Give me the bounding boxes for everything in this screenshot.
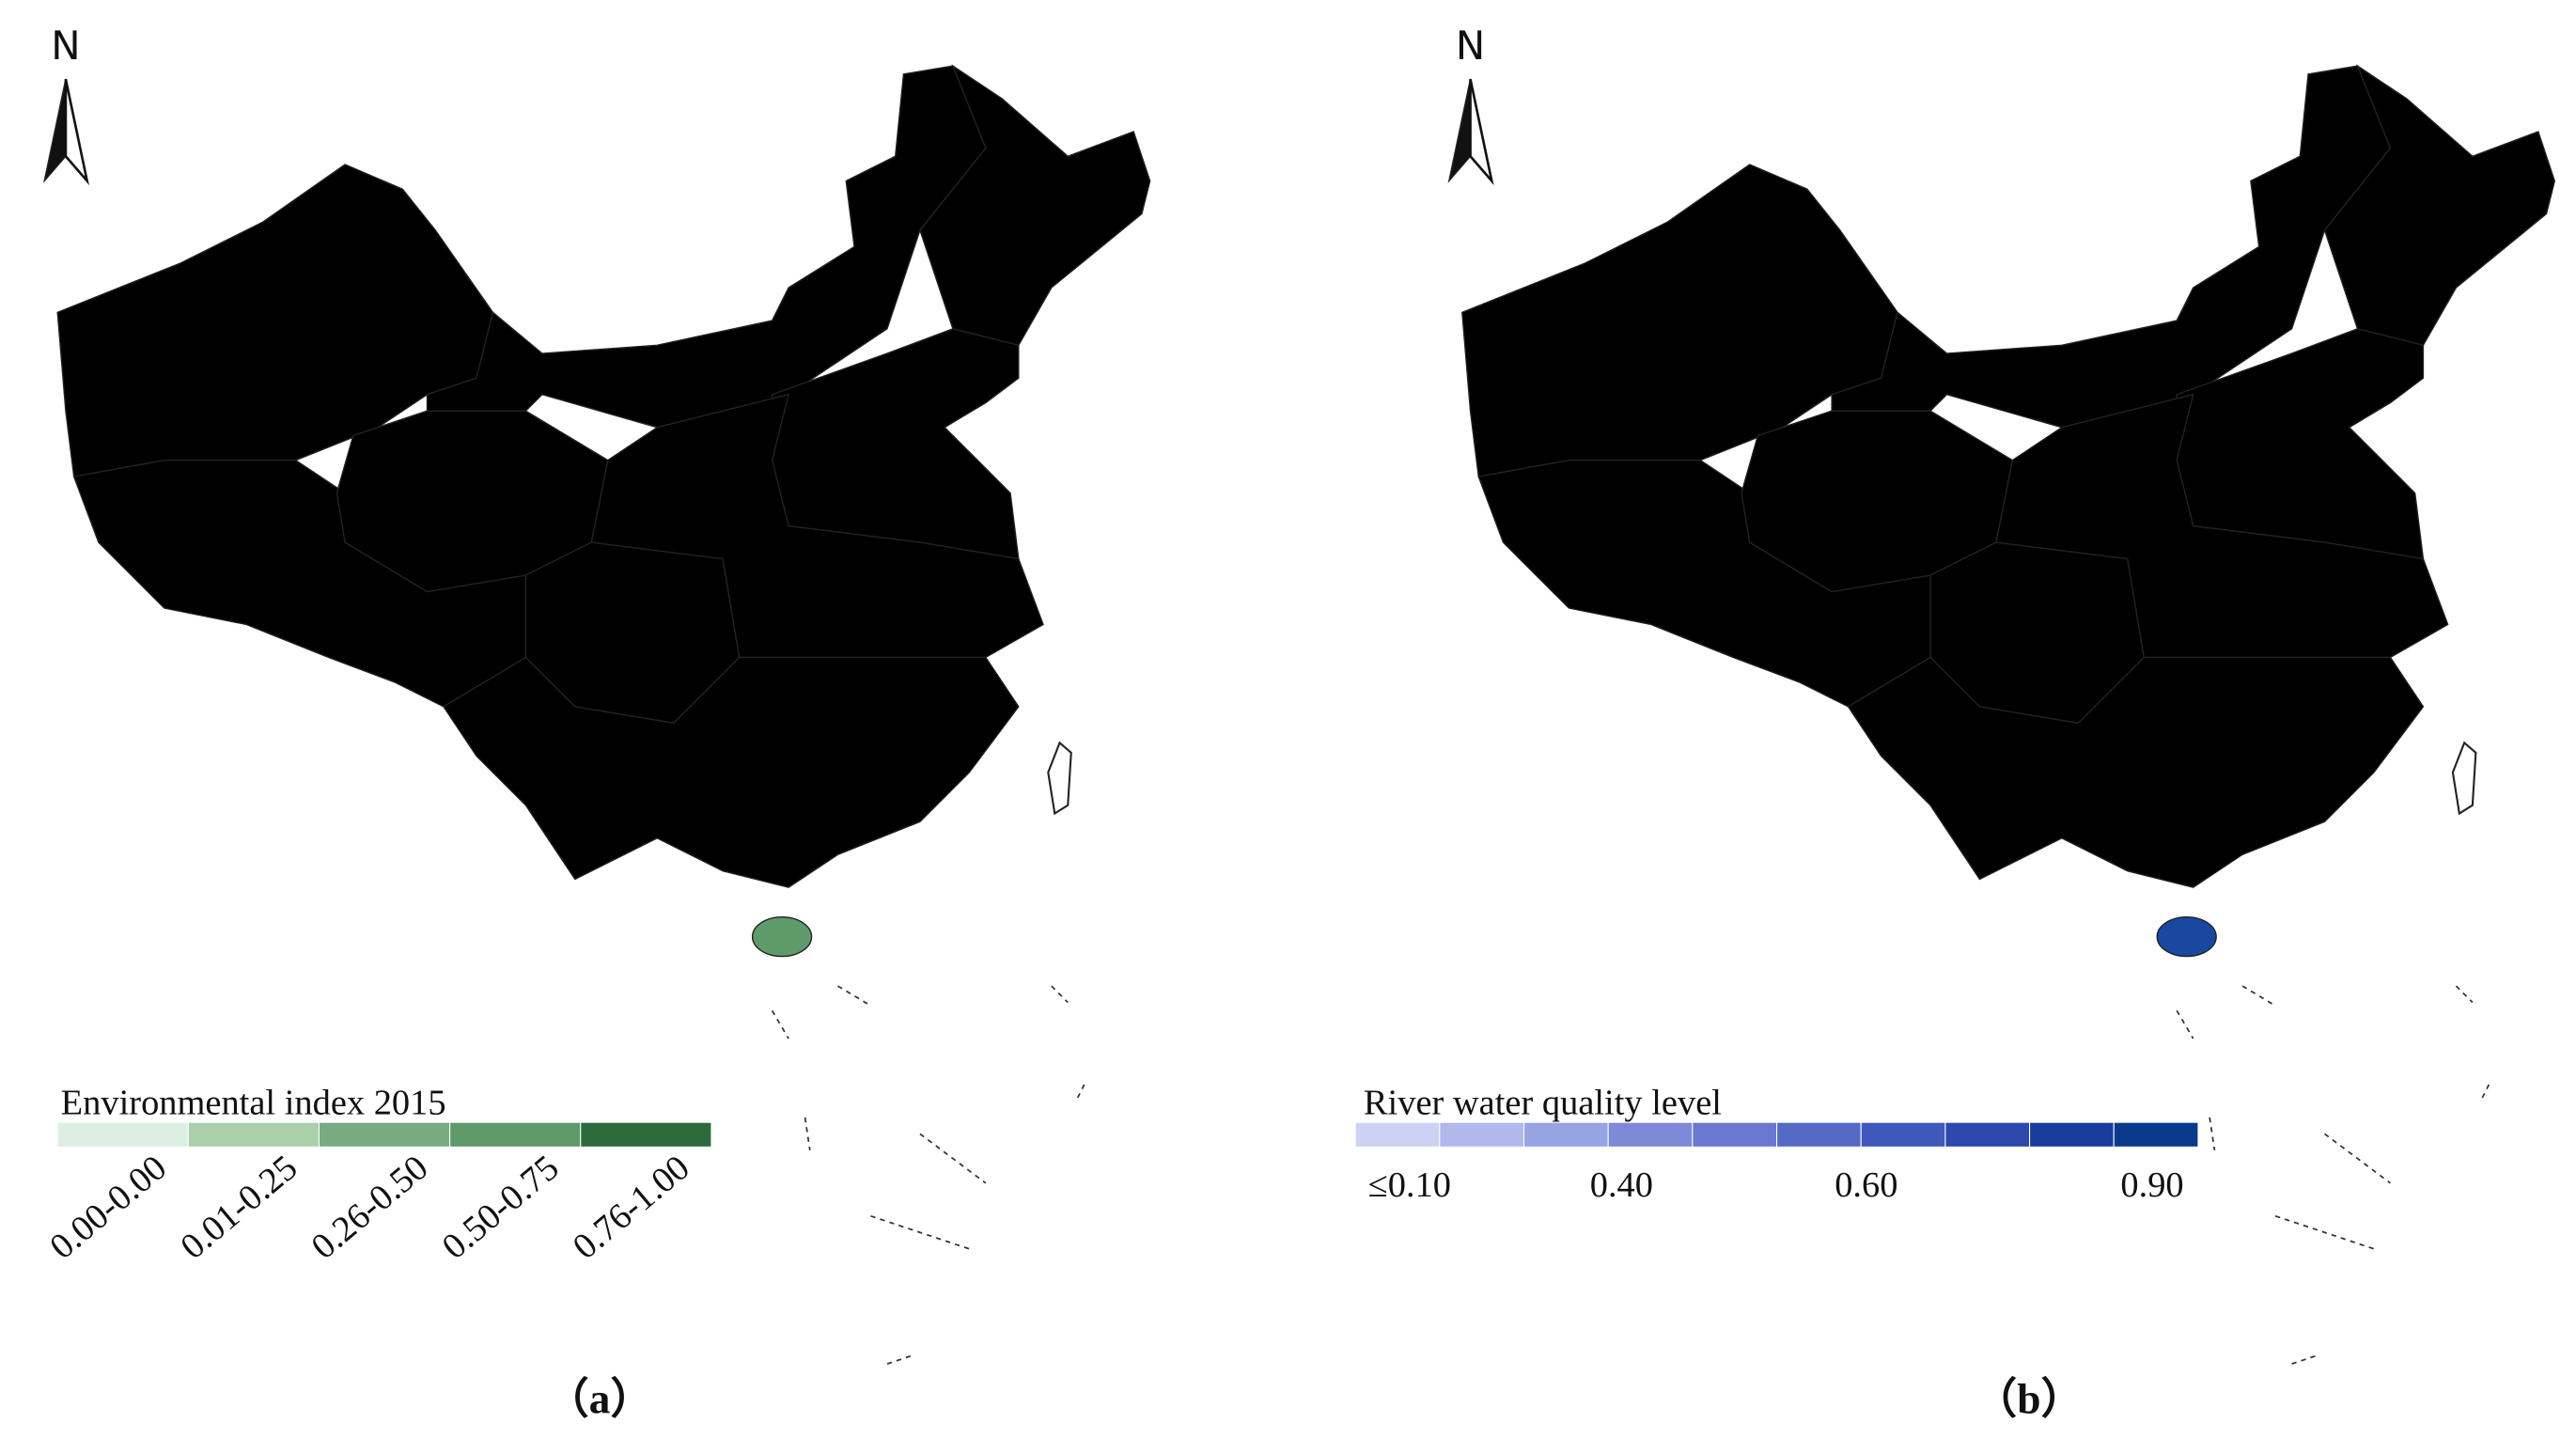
legend-swatch — [1523, 1121, 1609, 1148]
legend-label: ≤0.10 — [1368, 1165, 1451, 1205]
legend-swatch — [1439, 1121, 1525, 1148]
legend-label: 0.00-0.00 — [42, 1148, 174, 1267]
legend-swatch — [1692, 1121, 1778, 1148]
legend-title: Environmental index 2015 — [61, 1083, 446, 1122]
legend-label: 0.50-0.75 — [435, 1148, 567, 1267]
province-map — [57, 66, 1149, 887]
legend-title: River water quality level — [1364, 1083, 1722, 1122]
legend-label: 0.26-0.50 — [304, 1148, 436, 1267]
legend-swatch — [1944, 1121, 2031, 1148]
legends: 0.00-0.00 0.01-0.25 0.26-0.50 0.50-0.75 0.76… — [42, 1121, 2199, 1267]
legend-label: 0.90 — [2120, 1165, 2183, 1205]
legend-swatch — [580, 1121, 712, 1148]
province-map — [1462, 66, 2554, 887]
north-label: N — [51, 23, 80, 69]
legend-swatch — [187, 1121, 320, 1148]
north-label: N — [1456, 23, 1485, 69]
legend-label: 0.76-1.00 — [566, 1148, 697, 1267]
legend-swatch — [1354, 1121, 1441, 1148]
legend-label: 0.60 — [1834, 1165, 1897, 1205]
legend-swatch — [2029, 1121, 2115, 1148]
panel-label: （b） — [1975, 1375, 2084, 1423]
legend-swatch — [449, 1121, 582, 1148]
legend-swatch — [1776, 1121, 1862, 1148]
legend-swatch — [2113, 1121, 2199, 1148]
legend-label: 0.40 — [1590, 1165, 1653, 1205]
legend-swatch — [1607, 1121, 1694, 1148]
legend-label: 0.01-0.25 — [174, 1148, 305, 1267]
panel-label: （a） — [546, 1375, 653, 1423]
legend-swatch — [56, 1121, 189, 1148]
legend-swatch — [318, 1121, 451, 1148]
legend-swatch — [1860, 1121, 1946, 1148]
map-a — [42, 66, 1149, 1366]
